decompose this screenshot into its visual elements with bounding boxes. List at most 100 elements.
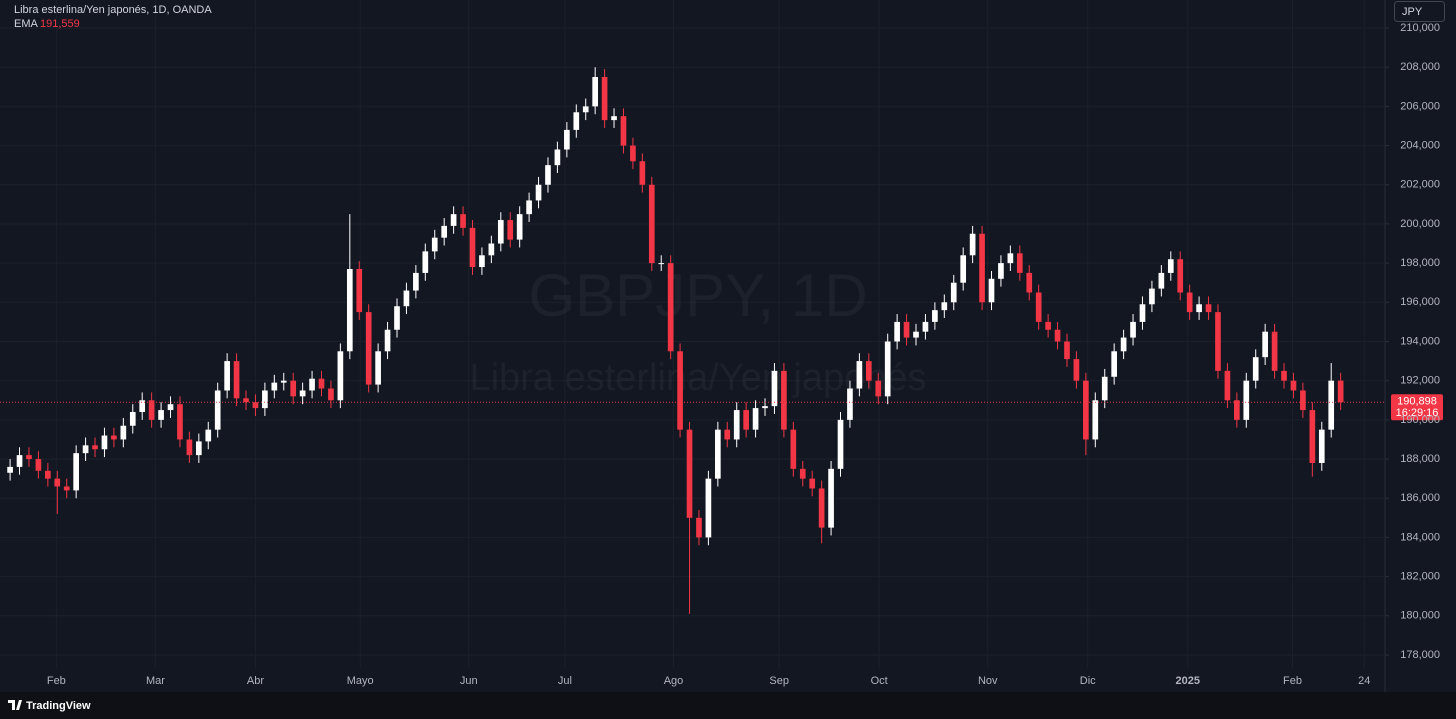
x-tick-label: Oct xyxy=(871,675,888,687)
x-tick-label: Feb xyxy=(1283,675,1302,687)
candle-body xyxy=(1007,253,1014,264)
candle-body xyxy=(1101,376,1108,401)
y-tick-label: 190,000 xyxy=(1400,414,1440,426)
currency-label[interactable]: JPY xyxy=(1402,6,1423,18)
candle-body xyxy=(1186,292,1193,313)
candle-body xyxy=(1300,390,1306,411)
candle-body xyxy=(35,459,42,471)
candle-body xyxy=(1252,357,1259,381)
candle-body xyxy=(894,321,900,342)
candle-body xyxy=(139,400,146,413)
candle-body xyxy=(799,468,806,479)
candle-body xyxy=(648,184,655,264)
candle-body xyxy=(252,402,259,409)
candle-body xyxy=(101,435,108,450)
brand-logo xyxy=(8,700,22,710)
candle-body xyxy=(365,312,372,385)
candle-body xyxy=(677,351,683,430)
candle-body xyxy=(394,306,400,330)
plot-background xyxy=(0,0,1456,692)
candle-body xyxy=(564,129,570,150)
x-tick-label: Mar xyxy=(146,675,165,687)
candle-body xyxy=(63,486,70,491)
candle-body xyxy=(271,382,278,391)
indicator-value: 191,559 xyxy=(40,18,80,30)
candles xyxy=(7,67,1344,614)
candle-body xyxy=(1167,259,1174,273)
candle-body xyxy=(214,390,221,430)
x-tick-label: Ago xyxy=(664,675,684,687)
candle-body xyxy=(1271,331,1278,371)
candle-body xyxy=(441,225,448,238)
candle-body xyxy=(120,425,127,440)
candle-body xyxy=(431,237,438,252)
candle-body xyxy=(875,380,882,397)
indicator-name: EMA xyxy=(14,18,39,30)
y-tick-label: 184,000 xyxy=(1400,531,1440,543)
candle-body xyxy=(535,184,542,201)
y-tick-label: 208,000 xyxy=(1400,61,1440,73)
candle-body xyxy=(1234,400,1240,420)
candle-body xyxy=(941,302,948,311)
candle-body xyxy=(582,106,589,113)
candle-body xyxy=(1083,380,1089,440)
y-tick-label: 196,000 xyxy=(1400,296,1440,308)
candle-body xyxy=(290,380,297,397)
candle-body xyxy=(611,116,617,121)
candle-body xyxy=(592,76,598,107)
candle-body xyxy=(1139,304,1146,322)
candle-body xyxy=(356,269,363,313)
candle-body xyxy=(1328,380,1335,430)
candle-body xyxy=(129,412,136,426)
candle-body xyxy=(762,406,768,409)
footer-bar xyxy=(0,692,1456,719)
y-tick-label: 202,000 xyxy=(1400,179,1440,191)
candle-body xyxy=(318,378,325,389)
candle-body xyxy=(969,233,976,256)
candle-body xyxy=(516,214,523,240)
x-tick-label: Sep xyxy=(769,675,789,687)
candle-body xyxy=(337,351,344,401)
candle-body xyxy=(375,351,381,385)
candle-body xyxy=(601,76,608,121)
candle-body xyxy=(1309,410,1316,463)
candle-body xyxy=(828,468,834,528)
currency-button[interactable] xyxy=(1394,1,1445,22)
candle-body xyxy=(639,161,646,185)
candle-body xyxy=(73,453,79,491)
candle-body xyxy=(1215,312,1221,371)
candle-body xyxy=(932,310,938,322)
candle-body xyxy=(309,378,315,391)
candle-body xyxy=(960,255,967,283)
candle-body xyxy=(903,321,910,338)
y-tick-label: 210,000 xyxy=(1400,22,1440,34)
candle-body xyxy=(1262,331,1268,358)
candle-body xyxy=(1035,292,1042,322)
candle-body xyxy=(913,331,919,338)
candle-body xyxy=(346,269,353,352)
candle-body xyxy=(1281,370,1287,381)
candle-body xyxy=(403,290,410,307)
candle-body xyxy=(460,214,466,228)
candle-body xyxy=(771,370,778,407)
x-tick-label: Feb xyxy=(47,675,66,687)
candle-body xyxy=(979,233,985,303)
watermark-symbol: GBPJPY, 1D xyxy=(528,262,867,329)
y-tick-label: 180,000 xyxy=(1400,610,1440,622)
y-tick-label: 198,000 xyxy=(1400,257,1440,269)
candle-body xyxy=(724,429,731,440)
y-tick-label: 182,000 xyxy=(1400,571,1440,583)
candle-body xyxy=(837,419,844,469)
candle-body xyxy=(384,329,391,352)
x-tick-label: 24 xyxy=(1358,675,1370,687)
candle-body xyxy=(1016,253,1023,273)
candle-body xyxy=(1120,337,1127,352)
candle-body xyxy=(526,200,532,215)
candle-body xyxy=(733,410,740,440)
candle-body xyxy=(686,429,693,518)
candle-body xyxy=(299,390,306,397)
candle-body xyxy=(54,478,61,487)
candle-body xyxy=(865,361,872,381)
